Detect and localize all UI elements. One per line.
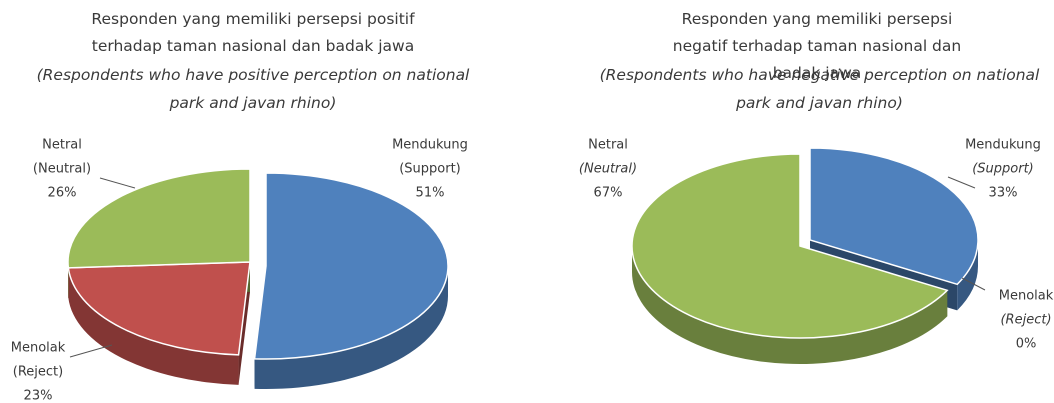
slice [809,147,979,286]
chart-title: Responden yang memiliki persepsi negatif… [672,10,962,82]
leader-line [961,277,986,291]
slice-side [254,266,448,389]
slice-side [632,246,948,365]
slice-value-label: 33% [989,186,1018,201]
leader-line [947,176,976,189]
chart-subtitle: (Respondents who have positive perceptio… [36,66,470,112]
slice-label: Mendukung [392,138,468,153]
slice-label: Mendukung [965,138,1041,153]
slice-label: Netral [588,138,628,153]
slice-value-label: 67% [594,186,623,201]
slice [67,261,251,356]
slice-label: Menolak [11,341,66,356]
slice-label-translation: (Neutral) [579,162,637,177]
slice [67,168,251,269]
slice-side [957,240,978,311]
slice-cut-face [238,262,250,385]
leader-line [99,177,136,189]
slice-label-translation: (Reject) [1000,313,1051,328]
slice-value-label: 23% [24,389,53,403]
slice-label-translation: (Support) [972,162,1034,177]
leader-line [69,344,113,358]
slice-value-label: 26% [48,186,77,201]
slice-label-translation: (Reject) [13,365,63,380]
slice [631,153,949,339]
slice-label-translation: (Neutral) [33,162,91,177]
chart-title: Responden yang memiliki persepsi positif… [91,10,415,55]
slice-side [68,267,239,385]
chart-subtitle: (Respondents who have negative perceptio… [599,66,1040,112]
slice-label: Menolak [999,289,1054,304]
slice-label: Netral [42,138,82,153]
slice-label-translation: (Support) [399,162,461,177]
slice [253,172,449,360]
slice-value-label: 0% [1016,337,1037,352]
slice-value-label: 51% [416,186,445,201]
